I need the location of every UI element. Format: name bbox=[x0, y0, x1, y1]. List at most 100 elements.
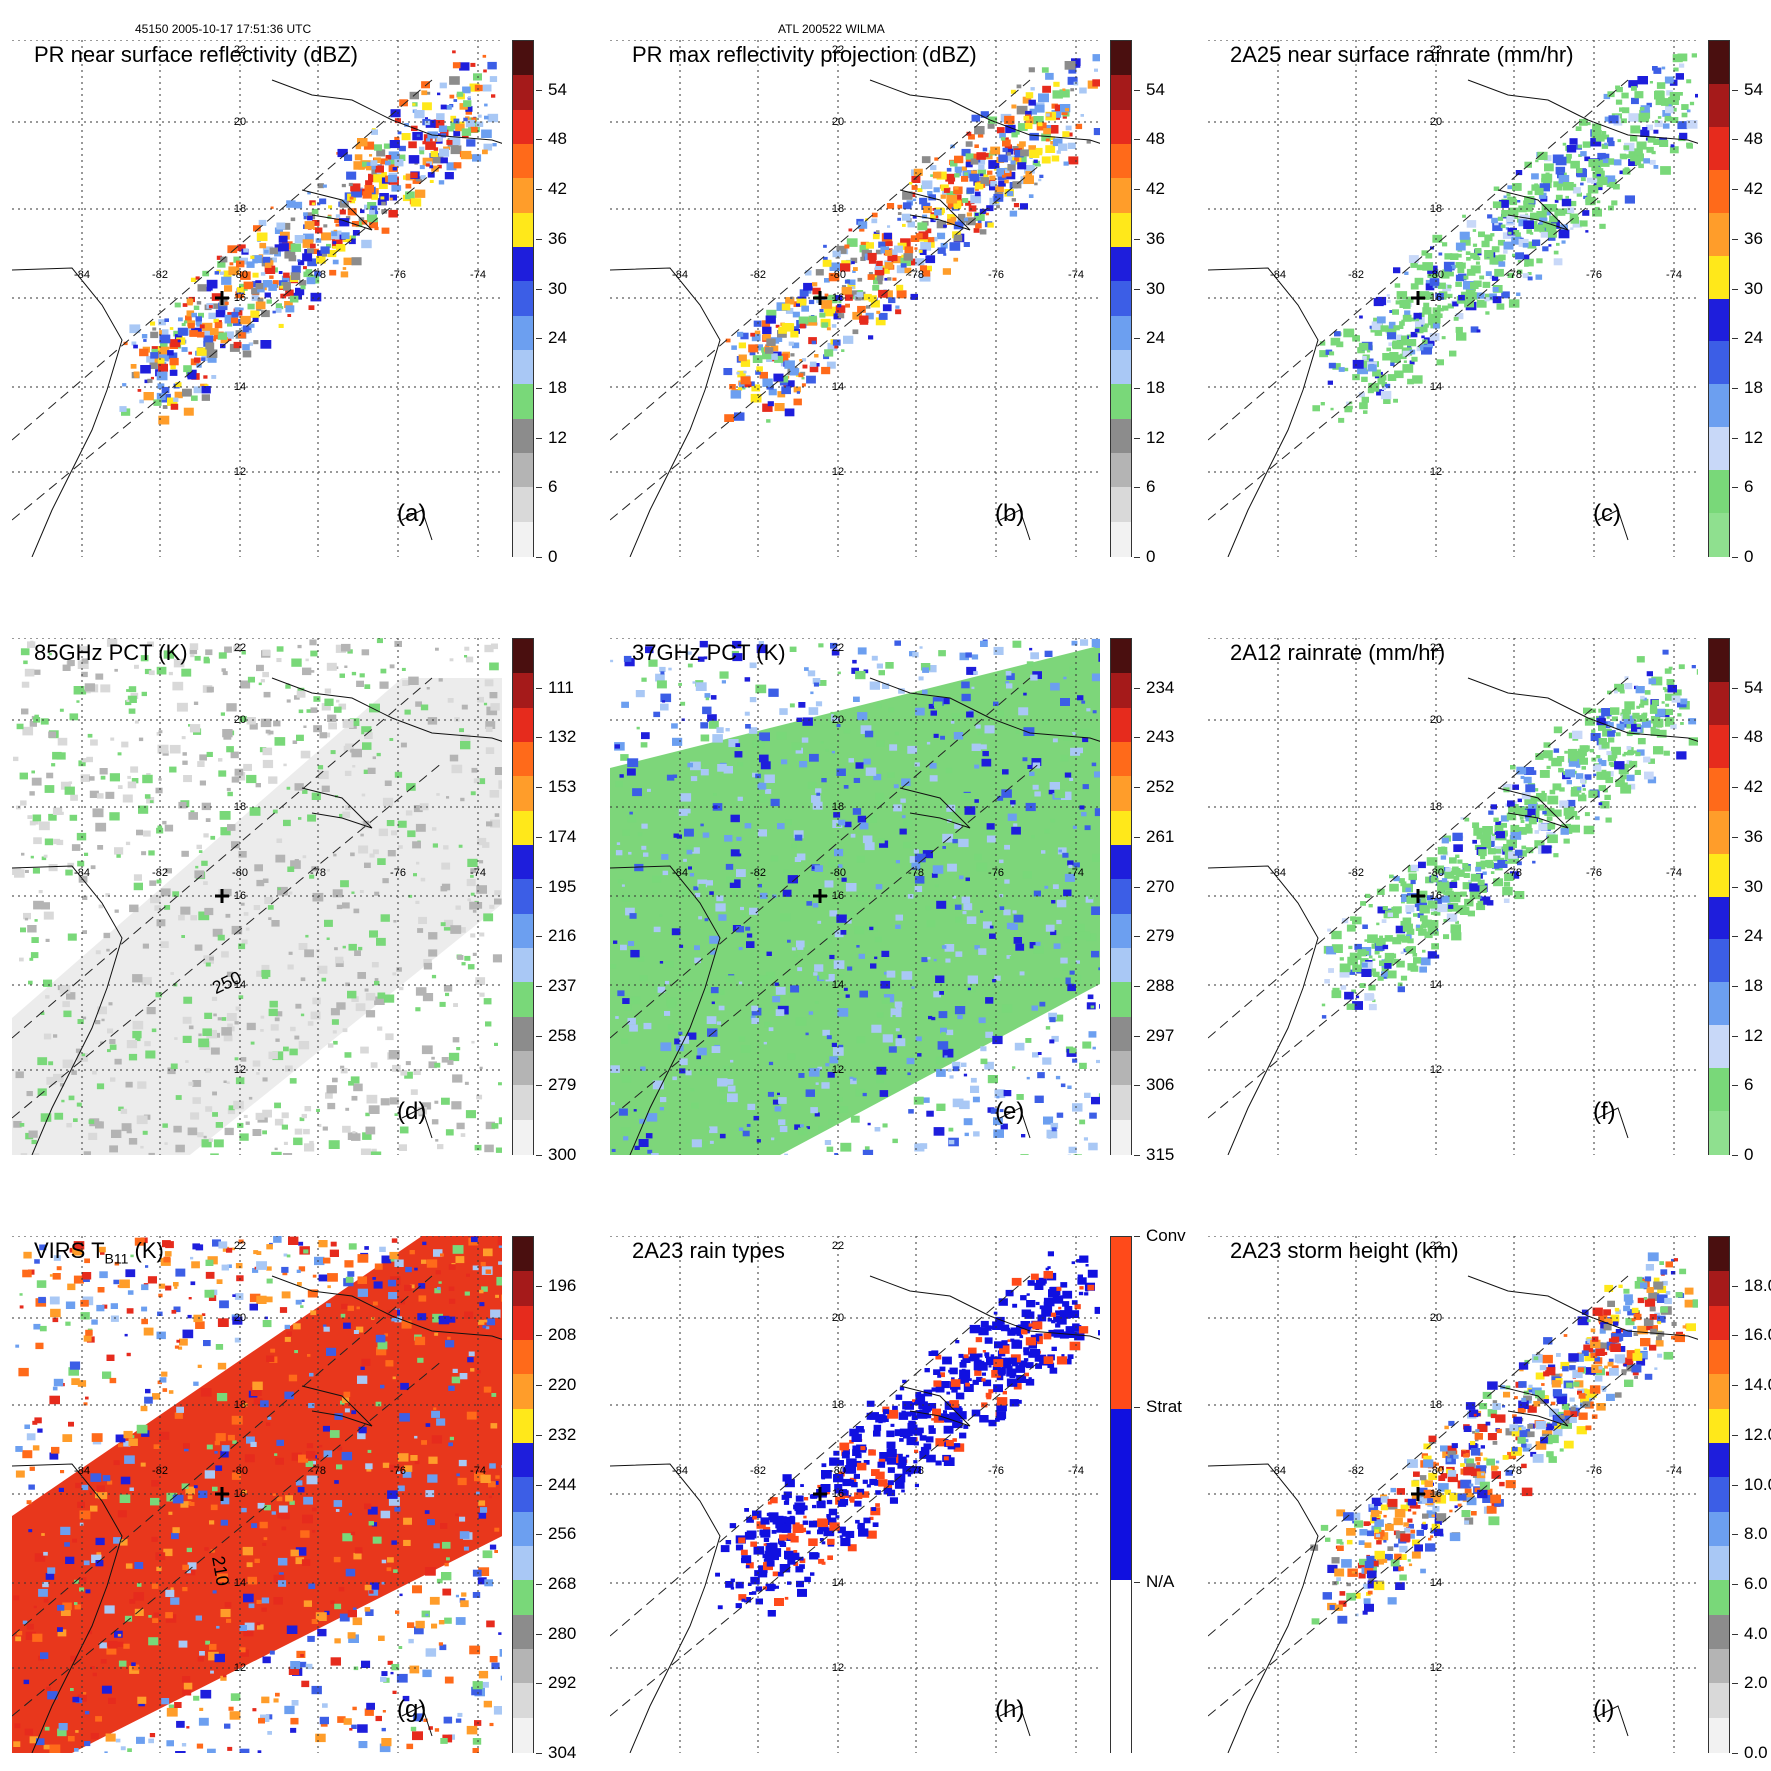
color-bar-tick: 315 bbox=[1133, 1145, 1175, 1164]
panel-c: -84 -82 -80 -78 -76 -74 22 20 18 16 14 12 2A25 near … bbox=[1208, 40, 1768, 566]
color-bar-tick: 4.0 bbox=[1732, 1623, 1768, 1643]
color-bar-segment bbox=[1709, 513, 1729, 558]
coastline bbox=[271, 1275, 502, 1340]
lat-label: 18 bbox=[831, 801, 845, 813]
color-bar-segment bbox=[1111, 109, 1131, 146]
lat-label: 18 bbox=[1429, 203, 1443, 215]
map-svg bbox=[1208, 40, 1698, 557]
panel-a: -84 -82 -80 -78 -76 -74 22 20 18 16 14 12 PR near su… bbox=[12, 40, 572, 566]
lat-label: 16 bbox=[831, 1488, 845, 1500]
color-bar-segment bbox=[1111, 1051, 1131, 1087]
lat-label: 22 bbox=[831, 642, 845, 654]
color-bar-tick: 243 bbox=[1133, 727, 1175, 747]
lat-label: 16 bbox=[233, 890, 247, 902]
lon-label: -84 bbox=[74, 1465, 90, 1477]
color-bar-segment bbox=[1111, 1237, 1131, 1410]
color-bar-segment bbox=[1709, 1271, 1729, 1307]
color-bar-tick: 12.0 bbox=[1731, 1425, 1771, 1445]
color-bar-tick: 0 bbox=[1133, 547, 1156, 566]
lat-label: 20 bbox=[233, 714, 247, 726]
lon-label: -84 bbox=[74, 867, 90, 879]
lat-label: 18 bbox=[233, 203, 247, 215]
coastline bbox=[1497, 787, 1569, 829]
map-svg bbox=[12, 40, 502, 557]
color-bar-segment bbox=[1709, 255, 1729, 300]
lat-label: 14 bbox=[1429, 979, 1443, 991]
coastline bbox=[999, 1107, 1031, 1139]
swath-edge-line bbox=[610, 762, 1041, 1119]
panel-title-text: PR max reflectivity projection (dBZ) bbox=[632, 42, 977, 67]
coastline bbox=[1467, 1275, 1698, 1340]
color-bar-segment bbox=[1709, 384, 1729, 429]
color-bar-segment bbox=[1709, 83, 1729, 128]
swath-edge-line bbox=[1208, 762, 1639, 1119]
color-bar-tick: 232 bbox=[535, 1424, 577, 1444]
color-bar-segment bbox=[513, 742, 533, 778]
coastline bbox=[301, 189, 373, 231]
color-bar-tick: 268 bbox=[535, 1573, 577, 1593]
lat-label: 12 bbox=[233, 1064, 247, 1076]
color-bar-tick: 48 bbox=[1732, 129, 1763, 149]
swath-edge-line bbox=[1208, 164, 1639, 521]
color-bar-tick: 18 bbox=[1732, 377, 1763, 397]
color-bar-segment bbox=[1709, 212, 1729, 257]
lat-label: 12 bbox=[1429, 466, 1443, 478]
rain-field bbox=[119, 50, 499, 425]
color-bar-tick: 48 bbox=[536, 129, 567, 149]
color-bar-segment bbox=[1709, 1580, 1729, 1616]
color-bar bbox=[1110, 1236, 1132, 1754]
rain-field bbox=[13, 1236, 502, 1753]
panel-title: 37GHz PCT (K) bbox=[632, 640, 786, 666]
color-bar-tick: 292 bbox=[535, 1673, 577, 1693]
color-bar-segment bbox=[1111, 673, 1131, 709]
coastline bbox=[610, 267, 721, 557]
color-bar-segment bbox=[513, 178, 533, 214]
color-bar-segment bbox=[1111, 247, 1131, 283]
lat-label: 14 bbox=[233, 381, 247, 393]
color-bar-segment bbox=[1709, 1025, 1729, 1070]
color-bar-segment bbox=[1111, 1119, 1131, 1156]
color-bar-segment bbox=[513, 41, 533, 77]
color-bar-segment bbox=[513, 1614, 533, 1651]
color-bar-tick: 258 bbox=[535, 1025, 577, 1045]
color-bar-tick: 132 bbox=[535, 727, 577, 747]
color-bar-segment bbox=[1111, 487, 1131, 523]
color-bar-segment bbox=[1709, 470, 1729, 515]
storm-center-marker bbox=[1411, 291, 1425, 305]
swath-edge-line bbox=[1208, 1360, 1639, 1717]
map-svg bbox=[610, 638, 1100, 1155]
storm-center-marker bbox=[813, 889, 827, 903]
color-bar-segment bbox=[1709, 169, 1729, 214]
lat-label: 16 bbox=[1429, 890, 1443, 902]
color-bar-tick: 153 bbox=[535, 777, 577, 797]
lat-label: 18 bbox=[1429, 1399, 1443, 1411]
map-plot: -84 -82 -80 -78 -76 -74 22 20 18 16 14 12 bbox=[1208, 638, 1718, 1155]
color-bar-segment bbox=[513, 776, 533, 812]
lat-label: 14 bbox=[233, 979, 247, 991]
lon-label: -82 bbox=[1348, 867, 1364, 879]
lon-label: -74 bbox=[1068, 269, 1084, 281]
panel-g: -84 -82 -80 -78 -76 -74 22 20 18 16 14 12 210 VIRS TB… bbox=[12, 1236, 576, 1762]
storm-center-marker bbox=[215, 291, 229, 305]
color-bar-segment bbox=[1709, 982, 1729, 1027]
color-bar-tick: 6.0 bbox=[1732, 1573, 1768, 1593]
color-bar-tick: 16.0 bbox=[1731, 1325, 1771, 1345]
storm-center-marker bbox=[215, 889, 229, 903]
lon-label: -82 bbox=[152, 269, 168, 281]
lon-label: -82 bbox=[750, 269, 766, 281]
coastline bbox=[869, 1275, 1100, 1340]
color-bar-tick: 6 bbox=[1731, 477, 1754, 497]
map-svg bbox=[610, 40, 1100, 557]
color-bar-tick: 36 bbox=[536, 228, 567, 248]
lon-label: -80 bbox=[830, 269, 846, 281]
coastline bbox=[1597, 1107, 1629, 1139]
color-bar-segment bbox=[1111, 742, 1131, 778]
color-bar-segment bbox=[1111, 845, 1131, 881]
color-bar-tick: 54 bbox=[536, 79, 567, 99]
swath-edge-line bbox=[610, 1360, 1041, 1717]
coastline bbox=[1597, 1705, 1629, 1737]
color-bar-tick: Conv bbox=[1134, 1226, 1186, 1245]
lat-label: 20 bbox=[831, 116, 845, 128]
color-bar-segment bbox=[1709, 1340, 1729, 1376]
color-bar-tick: 244 bbox=[535, 1474, 577, 1494]
